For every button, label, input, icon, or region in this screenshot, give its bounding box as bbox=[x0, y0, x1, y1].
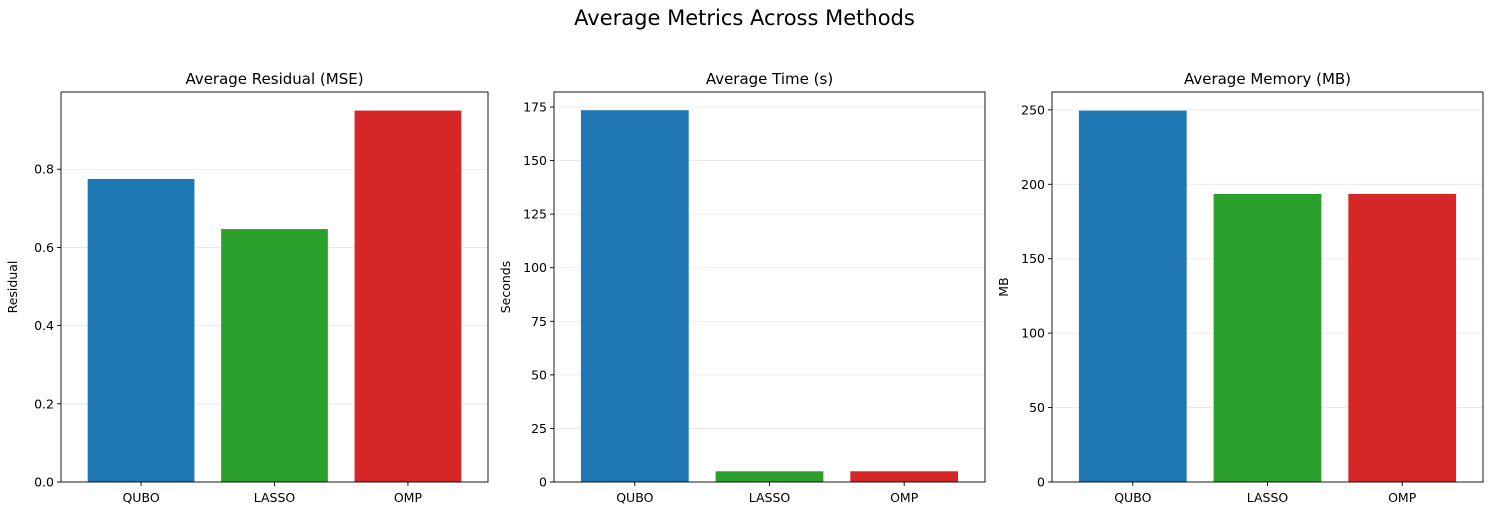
time-chart-title: Average Time (s) bbox=[706, 70, 833, 88]
time-chart-panel: 0 25 50 75 100 125 150 175 QUBO LASSO OMP Average T… bbox=[498, 70, 986, 505]
time-xtick-label: OMP bbox=[890, 490, 919, 505]
residual-ytick-label: 0.4 bbox=[34, 318, 54, 333]
memory-bar-omp bbox=[1348, 193, 1457, 483]
memory-chart-title: Average Memory (MB) bbox=[1184, 70, 1351, 88]
time-ytick-label: 125 bbox=[523, 207, 547, 222]
time-ytick-label: 25 bbox=[531, 421, 547, 436]
memory-ytick-label: 250 bbox=[1021, 102, 1045, 117]
time-ytick-label: 175 bbox=[523, 100, 547, 115]
figure-title: Average Metrics Across Methods bbox=[574, 6, 915, 30]
residual-bar-qubo bbox=[87, 178, 195, 482]
residual-ytick-label: 0.8 bbox=[34, 162, 54, 177]
residual-ytick-label: 0.6 bbox=[34, 240, 54, 255]
residual-bar-omp bbox=[354, 110, 462, 483]
memory-chart-panel: 0 50 100 150 200 250 QUBO LASSO OMP Average Memor… bbox=[996, 70, 1484, 505]
memory-ytick-label: 150 bbox=[1021, 251, 1045, 266]
time-xtick-label: QUBO bbox=[616, 490, 653, 505]
memory-ytick-label: 0 bbox=[1037, 475, 1045, 490]
memory-ytick-label: 200 bbox=[1021, 177, 1045, 192]
time-y-axis-label: Seconds bbox=[498, 261, 513, 314]
time-ytick-label: 50 bbox=[531, 367, 547, 382]
memory-bar-qubo bbox=[1078, 110, 1187, 482]
time-ytick-label: 75 bbox=[531, 314, 547, 329]
residual-bar-lasso bbox=[221, 229, 328, 482]
residual-xtick-label: OMP bbox=[394, 490, 423, 505]
residual-y-axis-label: Residual bbox=[5, 261, 20, 314]
memory-bar-lasso bbox=[1213, 193, 1322, 483]
residual-ytick-label: 0.0 bbox=[34, 475, 54, 490]
residual-chart-panel: 0.0 0.2 0.4 0.6 0.8 QUBO LASSO OMP Average Resid… bbox=[5, 70, 489, 505]
residual-xtick-label: LASSO bbox=[254, 490, 296, 505]
time-xtick-label: LASSO bbox=[749, 490, 791, 505]
time-ytick-label: 0 bbox=[539, 475, 547, 490]
memory-ytick-label: 50 bbox=[1029, 400, 1045, 415]
time-bar-lasso bbox=[715, 471, 824, 482]
time-ytick-label: 150 bbox=[523, 153, 547, 168]
memory-xtick-label: QUBO bbox=[1114, 490, 1151, 505]
time-bar-qubo bbox=[580, 110, 689, 482]
memory-ytick-label: 100 bbox=[1021, 326, 1045, 341]
memory-y-axis-label: MB bbox=[996, 277, 1011, 296]
memory-xtick-label: LASSO bbox=[1247, 490, 1289, 505]
time-bar-omp bbox=[850, 471, 959, 482]
residual-xtick-label: QUBO bbox=[122, 490, 159, 505]
memory-xtick-label: OMP bbox=[1388, 490, 1417, 505]
time-ytick-label: 100 bbox=[523, 260, 547, 275]
residual-chart-title: Average Residual (MSE) bbox=[185, 70, 363, 88]
residual-ytick-label: 0.2 bbox=[34, 396, 54, 411]
